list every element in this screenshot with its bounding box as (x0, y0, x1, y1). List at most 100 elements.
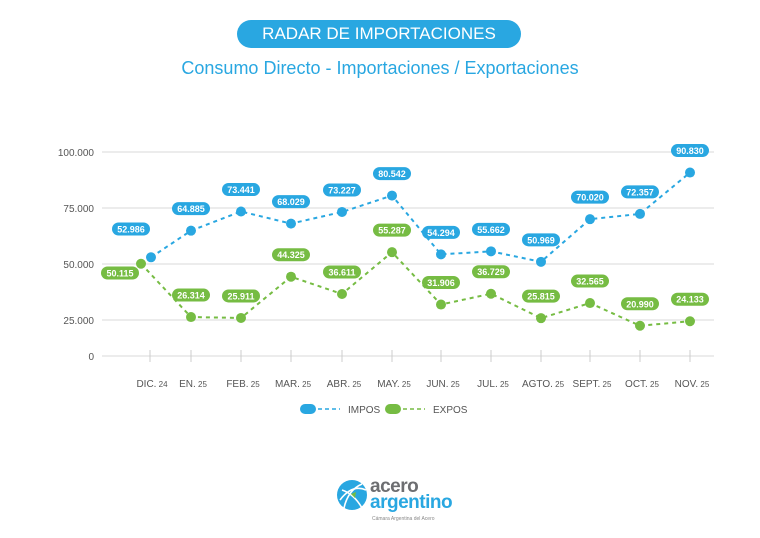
data-label-pill (272, 195, 310, 209)
data-point (635, 208, 645, 219)
data-point (337, 288, 347, 299)
data-label: 68.029 (277, 197, 305, 207)
chart-subtitle: Consumo Directo - Importaciones / Export… (181, 58, 579, 78)
data-label: 73.441 (227, 185, 255, 195)
data-label-pill (323, 265, 361, 279)
data-label-pill (621, 297, 659, 311)
data-point (536, 256, 546, 267)
data-label: 55.662 (477, 225, 505, 235)
data-label-pill (373, 223, 411, 237)
data-point (286, 271, 296, 282)
data-label: 55.287 (378, 226, 406, 236)
data-label: 36.611 (328, 267, 355, 277)
data-label-pill (172, 288, 210, 302)
data-label-pill (522, 289, 560, 303)
x-tick-label: JUN. 25 (426, 379, 460, 390)
series-line-impos (150, 171, 691, 263)
data-point (685, 316, 695, 327)
data-label: 50.115 (106, 269, 133, 279)
x-tick-label: DIC. 24 (136, 379, 168, 390)
data-point (585, 298, 595, 309)
data-label-pill (472, 265, 510, 279)
y-tick-label: 75.000 (63, 204, 94, 215)
x-tick-label: EN. 25 (179, 379, 207, 390)
data-point (635, 320, 645, 331)
logo-text-argentino: argentino (370, 492, 453, 513)
data-label-pill (671, 144, 709, 158)
data-label-pill (621, 185, 659, 199)
y-tick-label: 0 (88, 352, 94, 363)
y-tick-label: 25.000 (63, 316, 94, 327)
legend-label: IMPOS (348, 405, 381, 416)
data-label-pill (272, 248, 310, 262)
data-label: 24.133 (676, 295, 704, 305)
data-label-pill (472, 222, 510, 236)
data-point (585, 214, 595, 225)
data-point (146, 252, 156, 263)
data-label-pill (373, 167, 411, 181)
data-point (236, 312, 246, 323)
x-tick-label: JUL. 25 (477, 379, 509, 390)
data-label: 36.729 (477, 267, 505, 277)
x-tick-label: AGTO. 25 (522, 379, 565, 390)
data-point (436, 249, 446, 260)
series-line-expos (140, 250, 691, 327)
data-label: 70.020 (576, 193, 604, 203)
data-label-pill (671, 292, 709, 306)
data-label: 80.542 (378, 169, 406, 179)
data-label: 32.565 (576, 277, 604, 287)
data-label: 20.990 (626, 299, 654, 309)
data-label: 50.969 (527, 235, 555, 245)
data-label-pill (422, 276, 460, 290)
x-tick-label: FEB. 25 (226, 379, 260, 390)
data-point (186, 312, 196, 323)
data-point (436, 299, 446, 310)
data-point (337, 206, 347, 217)
data-point (286, 218, 296, 229)
data-label: 54.294 (427, 228, 455, 238)
data-label-pill (323, 183, 361, 197)
logo-text-acero: acero (370, 476, 419, 497)
x-tick-label: OCT. 25 (625, 379, 659, 390)
data-label-pill (422, 225, 460, 239)
x-tick-label: MAR. 25 (275, 379, 312, 390)
data-label-pill (571, 190, 609, 204)
data-label: 73.227 (328, 185, 356, 195)
data-label: 44.325 (277, 250, 305, 260)
data-point (486, 288, 496, 299)
data-label: 52.986 (117, 225, 145, 235)
data-label-pill (112, 222, 150, 236)
data-point (136, 258, 146, 269)
data-point (685, 167, 695, 178)
globe-icon (337, 480, 367, 510)
data-label: 72.357 (626, 187, 654, 197)
legend-label: EXPOS (433, 405, 468, 416)
data-point (236, 206, 246, 217)
y-tick-label: 50.000 (63, 260, 94, 271)
x-tick-label: NOV. 25 (675, 379, 710, 390)
y-tick-label: 100.000 (58, 148, 95, 159)
legend-swatch (385, 404, 401, 414)
data-label: 90.830 (676, 146, 704, 156)
data-label: 25.815 (527, 292, 555, 302)
x-tick-label: SEPT. 25 (573, 379, 612, 390)
data-point (387, 247, 397, 258)
data-label: 64.885 (177, 204, 205, 214)
x-tick-label: ABR. 25 (327, 379, 362, 390)
data-label: 26.314 (177, 291, 205, 301)
data-point (186, 225, 196, 236)
x-tick-label: MAY. 25 (377, 379, 411, 390)
data-label-pill (522, 233, 560, 247)
data-label-pill (172, 202, 210, 216)
data-label: 31.906 (427, 278, 455, 288)
data-label: 25.911 (227, 291, 254, 301)
legend-swatch (300, 404, 316, 414)
data-point (387, 190, 397, 201)
data-point (536, 313, 546, 324)
title-badge: RADAR DE IMPORTACIONES (237, 20, 521, 48)
data-label-pill (222, 289, 260, 303)
data-label-pill (222, 182, 260, 196)
data-label-pill (101, 266, 139, 280)
logo-tagline: Cámara Argentina del Acero (372, 516, 435, 522)
